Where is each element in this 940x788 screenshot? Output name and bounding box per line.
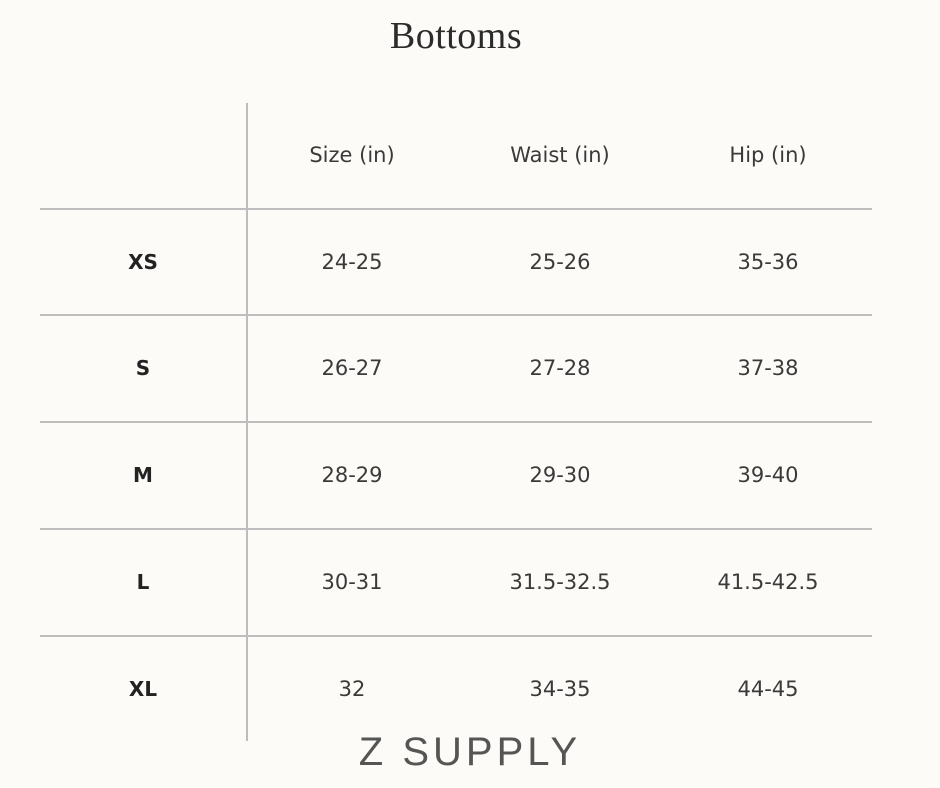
size-value: 30-31 xyxy=(321,570,383,594)
hip-value: 44-45 xyxy=(737,677,799,701)
size-value: 26-27 xyxy=(321,356,383,380)
row-divider xyxy=(40,421,872,423)
page-title: Bottoms xyxy=(389,15,523,57)
waist-value: 29-30 xyxy=(529,463,591,487)
row-label: XS xyxy=(128,250,158,274)
header-hip: Hip (in) xyxy=(729,143,807,167)
waist-value: 31.5-32.5 xyxy=(509,570,611,594)
row-divider xyxy=(40,208,872,210)
waist-value: 34-35 xyxy=(529,677,591,701)
row-label: XL xyxy=(128,677,158,701)
row-label: M xyxy=(133,463,153,487)
size-value: 24-25 xyxy=(321,250,383,274)
row-label: S xyxy=(135,356,151,380)
hip-value: 39-40 xyxy=(737,463,799,487)
row-divider xyxy=(40,314,872,316)
hip-value: 37-38 xyxy=(737,356,799,380)
hip-value: 35-36 xyxy=(737,250,799,274)
size-value: 28-29 xyxy=(321,463,383,487)
size-value: 32 xyxy=(338,677,366,701)
brand-logo: Z SUPPLY xyxy=(358,730,582,774)
row-divider xyxy=(40,635,872,637)
header-size: Size (in) xyxy=(309,143,395,167)
row-divider xyxy=(40,528,872,530)
waist-value: 25-26 xyxy=(529,250,591,274)
waist-value: 27-28 xyxy=(529,356,591,380)
row-label: L xyxy=(136,570,150,594)
header-waist: Waist (in) xyxy=(510,143,610,167)
hip-value: 41.5-42.5 xyxy=(717,570,819,594)
